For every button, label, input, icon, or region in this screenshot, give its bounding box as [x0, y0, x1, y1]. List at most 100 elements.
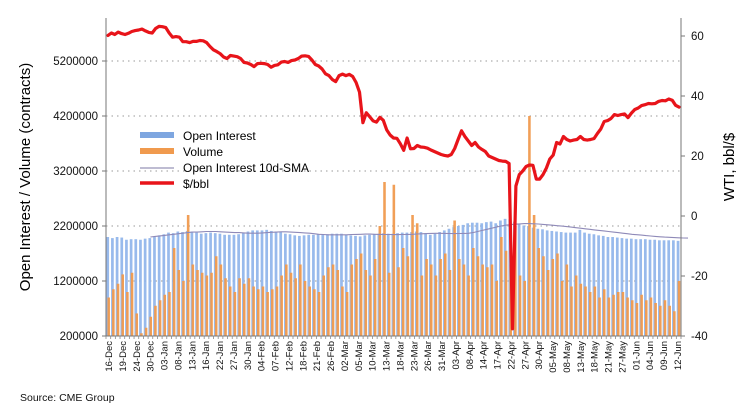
- volume-bar: [537, 248, 541, 336]
- open-interest-bar: [667, 240, 671, 336]
- left-axis-ticks: 200000 1200000 2200000 3200000 4200000 520000…: [53, 56, 106, 343]
- volume-bar: [500, 237, 503, 336]
- volume-bar: [364, 270, 368, 336]
- volume-bar: [677, 281, 681, 336]
- volume-bar: [317, 292, 321, 336]
- volume-bar: [528, 116, 531, 336]
- open-interest-bar: [312, 234, 315, 336]
- open-interest-bar: [344, 234, 348, 336]
- volume-bar: [425, 259, 428, 336]
- x-tick-label: 18-Mar: [395, 341, 406, 371]
- x-tick-label: 04-Jun: [645, 341, 656, 370]
- volume-bar: [607, 297, 611, 336]
- x-tick-label: 03-Apr: [451, 341, 462, 370]
- open-interest-sma-line: [150, 223, 689, 239]
- volume-bar: [532, 215, 536, 336]
- open-interest-bar: [157, 235, 161, 336]
- left-tick-label: 3200000: [53, 166, 98, 178]
- volume-bar: [598, 297, 601, 336]
- volume-bar: [238, 278, 241, 336]
- open-interest-bar: [672, 240, 675, 336]
- volume-bar: [303, 281, 307, 336]
- volume-bar: [182, 281, 185, 336]
- volume-bar: [546, 270, 550, 336]
- right-tick-label: 60: [691, 31, 704, 43]
- x-tick-label: 30-Jan: [243, 341, 254, 370]
- volume-bar: [355, 259, 358, 336]
- open-interest-bar: [662, 240, 666, 336]
- volume-bar: [219, 264, 223, 336]
- x-tick-label: 08-May: [562, 341, 573, 373]
- volume-bar: [663, 300, 667, 336]
- x-tick-label: 22-Apr: [507, 341, 518, 370]
- volume-bar: [359, 253, 363, 336]
- open-interest-bar: [587, 233, 591, 336]
- volume-bar: [210, 272, 213, 336]
- x-tick-label: 07-Feb: [271, 341, 282, 371]
- legend-label-price: $/bbl: [183, 177, 209, 191]
- volume-bar: [112, 289, 115, 336]
- open-interest-bar: [592, 234, 596, 336]
- open-interest-bar: [634, 239, 638, 336]
- open-interest-bar: [643, 239, 647, 336]
- open-interest-bar: [578, 229, 582, 336]
- volume-bar: [200, 272, 204, 336]
- x-tick-label: 13-Jan: [187, 341, 198, 370]
- volume-bar: [228, 286, 232, 336]
- open-interest-bar: [522, 225, 526, 336]
- volume-bar: [588, 292, 592, 336]
- volume-bar: [285, 264, 288, 336]
- volume-bar: [406, 256, 410, 336]
- open-interest-bar: [134, 239, 138, 336]
- volume-bar: [350, 264, 354, 336]
- x-tick-label: 12-Jun: [673, 341, 684, 370]
- volume-bar: [523, 281, 527, 336]
- right-tick-label: 20: [691, 151, 704, 163]
- open-interest-bar: [648, 239, 652, 336]
- volume-bar: [495, 281, 498, 336]
- open-interest-bar: [629, 238, 633, 336]
- volume-bar: [275, 286, 279, 336]
- volume-bar: [593, 286, 597, 336]
- x-tick-label: 16-Jan: [201, 341, 212, 370]
- volume-bar: [401, 248, 405, 336]
- volume-bar: [299, 264, 302, 336]
- open-interest-bar: [340, 233, 343, 336]
- open-interest-bar: [597, 235, 600, 336]
- volume-bar: [640, 294, 643, 336]
- volume-bar: [196, 270, 199, 336]
- volume-bar: [289, 272, 293, 336]
- x-tick-label: 31-Mar: [437, 341, 448, 371]
- volume-bar: [116, 283, 120, 336]
- left-axis-title: Open Interest / Volume (contracts): [17, 63, 34, 291]
- volume-bar: [369, 275, 372, 336]
- volume-bar: [130, 272, 134, 336]
- volume-bar: [126, 292, 129, 336]
- x-tick-label: 12-Feb: [284, 341, 295, 371]
- open-interest-bar: [260, 230, 264, 336]
- open-interest-bar: [653, 239, 657, 336]
- volume-bar: [168, 292, 171, 336]
- volume-bar: [514, 226, 517, 336]
- volume-bar: [186, 215, 190, 336]
- volume-bar: [415, 223, 419, 336]
- volume-bar: [429, 264, 433, 336]
- volume-bar: [205, 275, 209, 336]
- legend-label-sma: Open Interest 10d-SMA: [183, 161, 309, 175]
- volume-bar: [154, 305, 157, 336]
- volume-bar: [327, 267, 330, 336]
- volume-bar: [177, 270, 181, 336]
- volume-bar: [621, 292, 625, 336]
- volume-bar: [565, 264, 569, 336]
- x-tick-label: 21-May: [604, 341, 615, 373]
- volume-bar: [476, 256, 480, 336]
- volume-bar: [266, 292, 269, 336]
- volume-bar: [481, 264, 484, 336]
- volume-bar: [144, 327, 148, 336]
- x-tick-label: 13-May: [576, 341, 587, 373]
- x-tick-label: 18-Feb: [298, 341, 309, 371]
- x-tick-label: 10-Mar: [368, 341, 379, 371]
- x-tick-label: 05-May: [548, 341, 559, 373]
- volume-bar: [668, 305, 671, 336]
- x-tick-label: 26-Feb: [326, 341, 337, 371]
